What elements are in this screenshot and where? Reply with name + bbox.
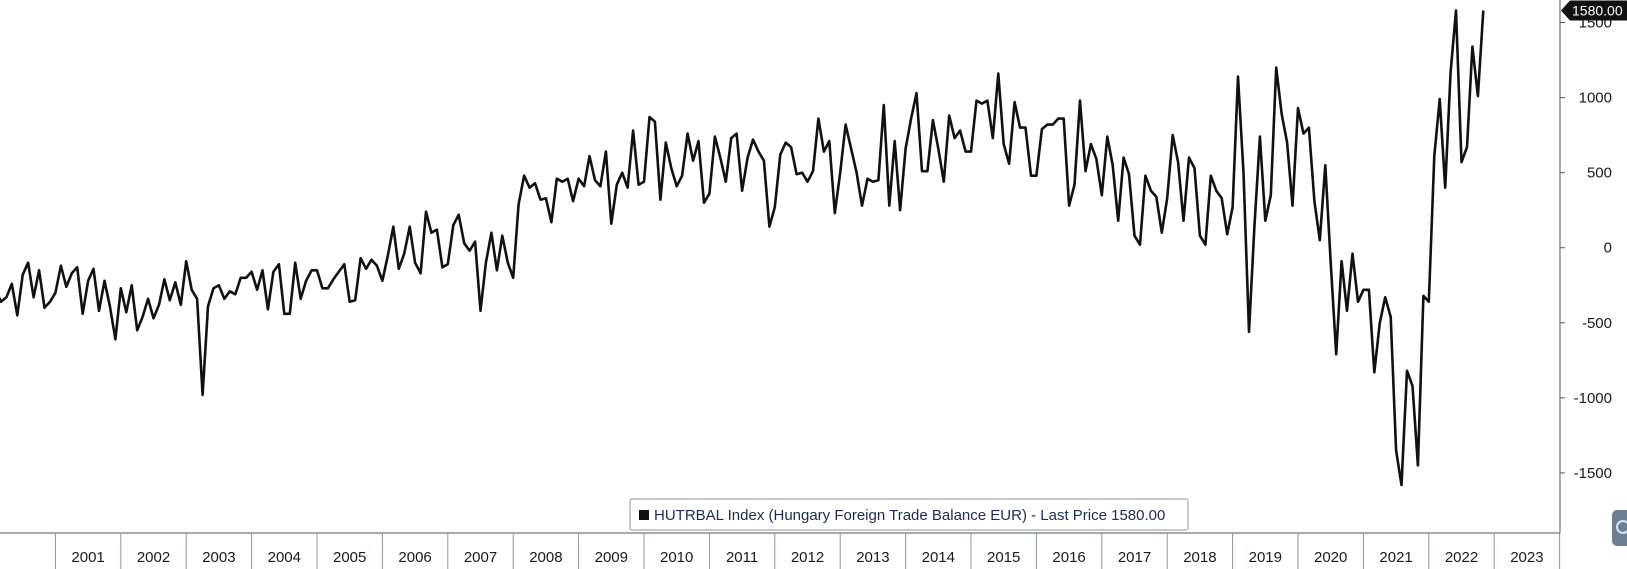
x-axis-ticks: 2001 2002 2003 2004 2005 2006 2007 2008 2009 2010… xyxy=(54,533,1561,569)
x-tick-label: 2019 xyxy=(1249,549,1282,566)
x-tick-label: 2014 xyxy=(922,549,955,566)
x-tick-label: 2013 xyxy=(856,549,889,566)
last-price-label: 1580.00 xyxy=(1572,3,1623,19)
x-tick-label: 2023 xyxy=(1510,549,1543,566)
y-tick-label: 1000 xyxy=(1579,90,1612,107)
x-tick-label: 2009 xyxy=(595,549,628,566)
x-tick-label: 2007 xyxy=(464,549,497,566)
y-tick-label: 500 xyxy=(1587,165,1612,182)
legend-label: HUTRBAL Index (Hungary Foreign Trade Bal… xyxy=(654,507,1165,524)
x-tick-label: 2012 xyxy=(791,549,824,566)
series-line-hutrbal xyxy=(0,9,1485,487)
x-tick-label: 2011 xyxy=(726,549,758,566)
last-price-tag-shape xyxy=(1561,0,1627,21)
y-tick-label: -1000 xyxy=(1574,390,1612,407)
last-price-tag: 1580.00 xyxy=(1561,0,1627,21)
x-tick-label: 2022 xyxy=(1445,549,1478,566)
x-tick-label: 2006 xyxy=(398,549,431,566)
y-tick-label: -1500 xyxy=(1574,465,1612,482)
x-tick-label: 2018 xyxy=(1183,549,1216,566)
x-tick-label: 2017 xyxy=(1118,549,1151,566)
x-tick-label: 2016 xyxy=(1052,549,1085,566)
x-tick-label: 2005 xyxy=(333,549,366,566)
x-tick-label: 2010 xyxy=(660,549,693,566)
x-tick-label: 2008 xyxy=(529,549,562,566)
x-tick-label: 2015 xyxy=(987,549,1020,566)
axes xyxy=(0,0,1561,534)
x-tick-label: 2020 xyxy=(1314,549,1347,566)
legend: HUTRBAL Index (Hungary Foreign Trade Bal… xyxy=(629,498,1189,531)
x-tick-label: 2001 xyxy=(71,549,104,566)
y-tick-label: -500 xyxy=(1582,315,1612,332)
x-tick-label: 2021 xyxy=(1379,549,1412,566)
legend-frame xyxy=(629,498,1189,531)
legend-swatch xyxy=(639,510,649,520)
x-tick-label: 2002 xyxy=(137,549,170,566)
x-tick-label: 2004 xyxy=(268,549,301,566)
x-tick-label: 2003 xyxy=(202,549,235,566)
scroll-handle-icon xyxy=(1616,520,1627,534)
y-tick-label: 0 xyxy=(1604,240,1612,257)
chart-scroll-handle[interactable] xyxy=(1612,510,1627,546)
